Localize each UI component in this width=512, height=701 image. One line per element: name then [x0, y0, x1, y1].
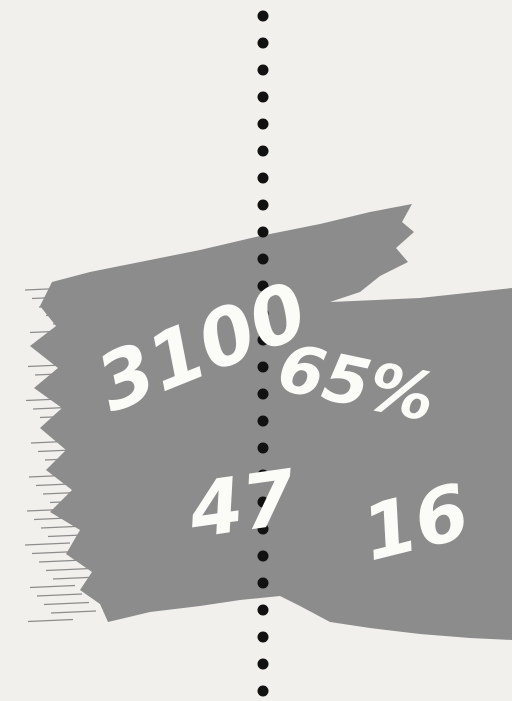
dot	[258, 605, 269, 616]
dot	[258, 659, 269, 670]
poster: 3100 65% 47 16	[0, 0, 512, 701]
dot	[258, 38, 269, 49]
number-label: 47	[183, 452, 301, 555]
dot	[258, 686, 269, 697]
dot	[258, 416, 269, 427]
dot	[258, 200, 269, 211]
dot	[258, 254, 269, 265]
dot	[258, 632, 269, 643]
dot	[258, 11, 269, 22]
dot	[258, 227, 269, 238]
dot	[258, 119, 269, 130]
dot	[258, 92, 269, 103]
dot	[258, 551, 269, 562]
dot	[258, 65, 269, 76]
dot	[258, 146, 269, 157]
dot	[258, 389, 269, 400]
dot	[258, 578, 269, 589]
dot	[258, 173, 269, 184]
dot	[258, 443, 269, 454]
